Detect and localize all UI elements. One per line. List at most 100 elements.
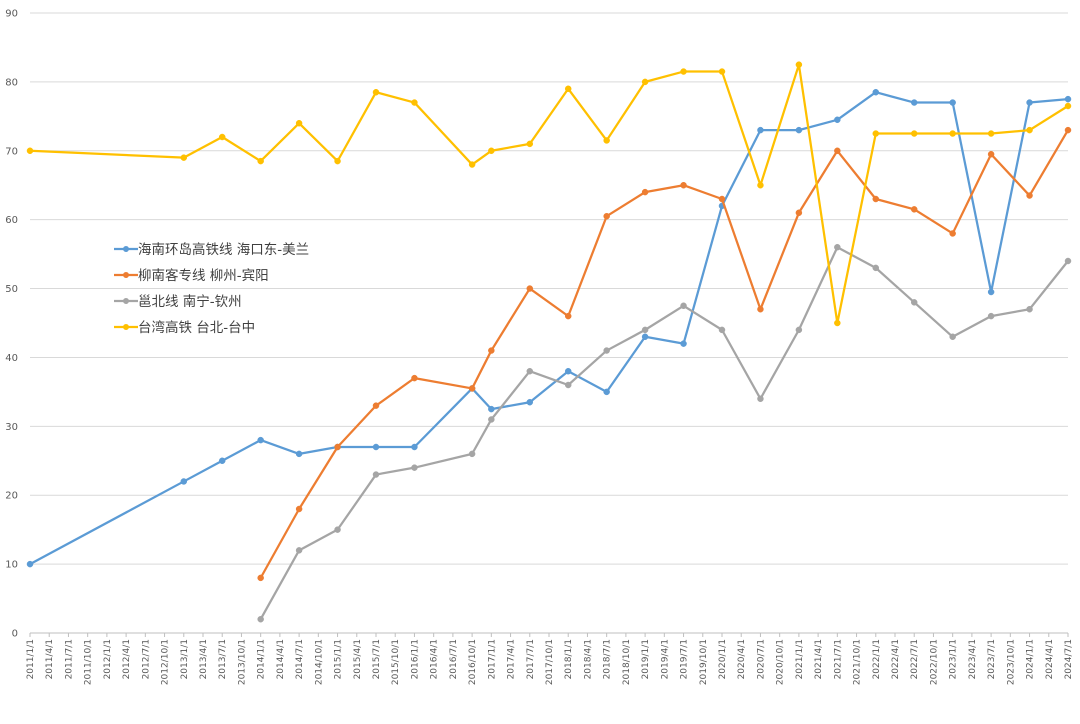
series-group — [26, 61, 1072, 623]
data-point — [564, 312, 572, 320]
legend-label: 柳南客专线 柳州-宾阳 — [138, 267, 269, 284]
data-point — [949, 99, 956, 106]
legend-label: 邕北线 南宁-钦州 — [138, 293, 242, 310]
data-point — [795, 61, 803, 68]
data-point — [488, 416, 495, 423]
series-line — [259, 246, 1070, 621]
series-4 — [26, 61, 1072, 327]
data-point — [180, 478, 188, 485]
x-tick-label: 2022/4/1 — [891, 639, 901, 679]
data-point — [757, 395, 764, 403]
data-point — [218, 133, 226, 141]
x-tick-label: 2023/4/1 — [968, 639, 978, 679]
data-point — [910, 206, 918, 213]
x-tick-label: 2013/1/1 — [180, 639, 190, 679]
data-point — [1026, 192, 1033, 199]
data-point — [257, 436, 264, 444]
data-point — [872, 264, 880, 272]
data-point — [949, 230, 956, 237]
legend-swatch-marker — [123, 246, 129, 252]
data-point — [680, 181, 687, 189]
data-point — [372, 402, 380, 409]
y-tick-label: 20 — [5, 491, 18, 502]
y-tick-label: 90 — [5, 9, 18, 20]
x-tick-label: 2017/1/1 — [487, 639, 497, 679]
data-point — [488, 405, 495, 413]
x-tick-label: 2012/10/1 — [161, 639, 171, 685]
data-point — [795, 326, 803, 334]
data-point — [257, 157, 264, 165]
data-point — [334, 443, 341, 451]
x-tick-label: 2014/4/1 — [276, 639, 286, 679]
legend-swatch-marker — [123, 272, 129, 278]
x-tick-label: 2020/10/1 — [776, 639, 786, 685]
y-tick-label: 30 — [5, 422, 18, 433]
data-point — [1026, 305, 1033, 313]
x-tick-label: 2016/7/1 — [449, 639, 459, 679]
x-tick-label: 2017/4/1 — [507, 639, 517, 679]
data-point — [372, 88, 380, 96]
data-point — [180, 154, 188, 161]
x-axis: 2011/1/1 2011/4/1 2011/7/1 2011/10/1 2012/1/… — [26, 632, 1074, 685]
legend-label: 台湾高铁 台北-台中 — [138, 319, 255, 336]
x-tick-label: 2024/4/1 — [1045, 639, 1055, 679]
data-point — [1064, 102, 1072, 110]
data-point — [603, 388, 610, 396]
data-point — [372, 471, 380, 478]
data-point — [257, 615, 264, 623]
legend-swatch-marker — [123, 324, 129, 330]
data-point — [910, 99, 918, 106]
data-point — [987, 288, 995, 296]
x-tick-label: 2022/10/1 — [929, 639, 939, 685]
x-tick-label: 2022/1/1 — [872, 639, 882, 679]
data-point — [564, 85, 572, 93]
y-tick-label: 80 — [5, 77, 18, 88]
legend-swatch-marker — [123, 298, 129, 304]
data-point — [1064, 126, 1072, 134]
x-tick-label: 2012/1/1 — [103, 639, 113, 679]
data-point — [680, 68, 687, 75]
x-tick-label: 2014/7/1 — [295, 639, 305, 679]
data-point — [987, 130, 995, 137]
data-point — [718, 195, 726, 203]
data-point — [757, 126, 764, 134]
data-point — [987, 312, 995, 320]
data-point — [411, 99, 418, 106]
x-tick-label: 2023/1/1 — [949, 639, 959, 679]
data-point — [910, 130, 918, 137]
x-tick-label: 2019/10/1 — [699, 639, 709, 685]
data-point — [488, 147, 495, 155]
data-point — [526, 285, 534, 292]
data-point — [564, 367, 572, 375]
data-point — [641, 326, 649, 334]
x-tick-label: 2012/4/1 — [122, 639, 132, 679]
x-tick-label: 2024/7/1 — [1064, 639, 1074, 679]
x-tick-label: 2016/1/1 — [410, 639, 420, 679]
x-tick-label: 2011/1/1 — [26, 639, 36, 679]
x-tick-label: 2018/10/1 — [622, 639, 632, 685]
y-tick-label: 70 — [5, 146, 18, 157]
series-3 — [257, 243, 1072, 623]
x-tick-label: 2020/4/1 — [737, 639, 747, 679]
data-point — [1064, 95, 1072, 103]
data-point — [834, 319, 841, 327]
data-point — [218, 457, 226, 465]
x-tick-label: 2022/7/1 — [910, 639, 920, 679]
x-tick-label: 2013/7/1 — [218, 639, 228, 679]
x-tick-label: 2011/7/1 — [64, 639, 74, 679]
data-point — [718, 326, 726, 334]
data-point — [949, 333, 956, 341]
data-point — [987, 150, 995, 158]
x-tick-label: 2019/7/1 — [680, 639, 690, 679]
x-tick-label: 2021/10/1 — [853, 639, 863, 685]
x-tick-label: 2015/1/1 — [334, 639, 344, 679]
data-point — [872, 88, 880, 96]
data-point — [795, 126, 803, 134]
data-point — [1026, 99, 1033, 106]
grid — [30, 12, 1068, 634]
x-tick-label: 2024/1/1 — [1026, 639, 1036, 679]
legend-entry: 柳南客专线 柳州-宾阳 — [114, 267, 269, 284]
data-point — [334, 526, 341, 533]
y-tick-label: 40 — [5, 353, 18, 364]
